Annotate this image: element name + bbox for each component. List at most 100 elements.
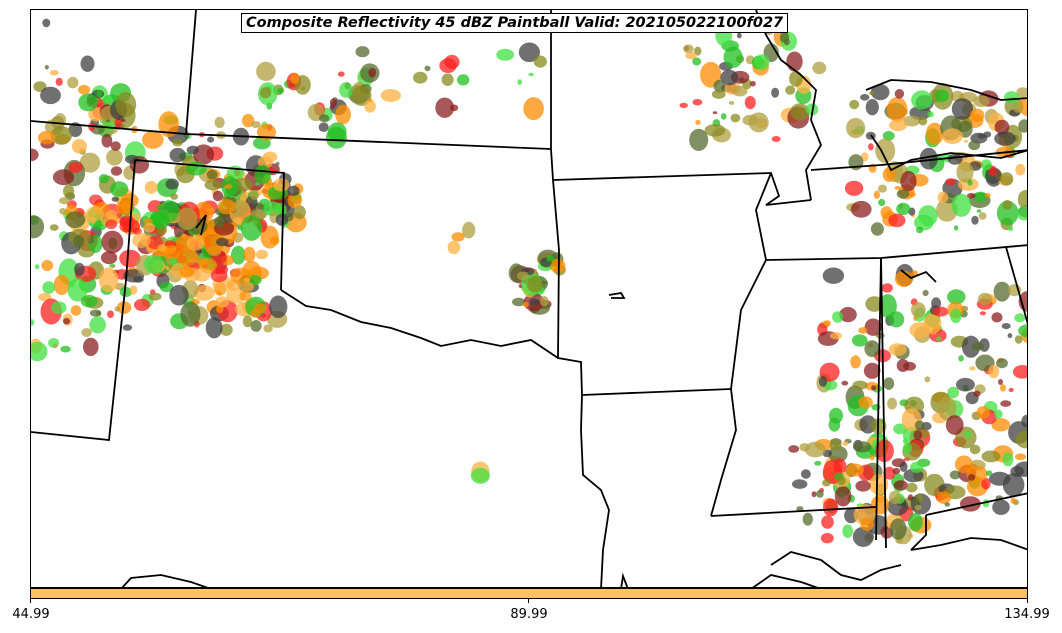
reflectivity-echo (42, 281, 56, 294)
reflectivity-echo (172, 139, 183, 147)
reflectivity-echo (910, 302, 926, 318)
reflectivity-echo (1021, 414, 1027, 428)
reflectivity-echo (204, 179, 222, 191)
reflectivity-echo (103, 95, 113, 103)
reflectivity-echo (296, 221, 302, 226)
reflectivity-echo (83, 337, 99, 357)
reflectivity-echo (293, 205, 306, 220)
reflectivity-echo (185, 161, 207, 176)
reflectivity-echo (96, 90, 103, 98)
reflectivity-echo (1002, 473, 1025, 497)
reflectivity-echo (692, 99, 703, 106)
reflectivity-echo (249, 189, 259, 200)
reflectivity-echo (932, 306, 949, 317)
reflectivity-echo (951, 98, 974, 120)
reflectivity-echo (883, 466, 896, 480)
reflectivity-echo (496, 48, 515, 61)
reflectivity-echo (470, 467, 490, 484)
reflectivity-echo (878, 294, 897, 318)
reflectivity-echo (981, 450, 1001, 463)
reflectivity-echo (945, 178, 956, 186)
reflectivity-echo (935, 89, 949, 103)
reflectivity-echo (846, 117, 866, 139)
reflectivity-echo (937, 191, 949, 204)
reflectivity-echo (880, 206, 893, 219)
reflectivity-echo (42, 18, 51, 28)
reflectivity-echo (936, 491, 952, 505)
reflectivity-echo (996, 200, 1019, 226)
reflectivity-echo (263, 324, 273, 333)
reflectivity-echo (50, 301, 67, 314)
reflectivity-echo (107, 310, 114, 319)
reflectivity-echo (978, 212, 987, 220)
colorbar (30, 588, 1028, 599)
reflectivity-echo (961, 335, 981, 358)
reflectivity-echo (158, 111, 179, 138)
reflectivity-echo (517, 79, 522, 85)
reflectivity-echo (814, 460, 822, 466)
reflectivity-echo (839, 307, 857, 323)
reflectivity-echo (991, 418, 1010, 432)
reflectivity-echo (969, 366, 976, 371)
reflectivity-echo (723, 46, 743, 68)
reflectivity-echo (215, 296, 230, 308)
reflectivity-echo (845, 463, 864, 477)
reflectivity-echo (297, 225, 302, 232)
reflectivity-echo (119, 286, 133, 298)
boundary-line (770, 551, 902, 581)
reflectivity-echo (339, 82, 353, 98)
colorbar-tick (1027, 599, 1028, 603)
reflectivity-echo (89, 316, 106, 334)
reflectivity-echo (120, 118, 126, 123)
reflectivity-echo (241, 281, 254, 292)
reflectivity-echo (52, 343, 58, 349)
reflectivity-echo (337, 71, 345, 77)
reflectivity-echo (980, 159, 992, 171)
reflectivity-echo (1002, 200, 1013, 210)
reflectivity-echo (851, 334, 868, 347)
reflectivity-echo (771, 87, 780, 98)
reflectivity-echo (186, 235, 205, 251)
reflectivity-echo (1004, 91, 1020, 105)
reflectivity-echo (908, 512, 923, 532)
reflectivity-echo (828, 417, 841, 432)
reflectivity-echo (262, 151, 278, 163)
reflectivity-echo (380, 89, 401, 102)
reflectivity-echo (275, 161, 280, 166)
reflectivity-echo (256, 61, 276, 81)
reflectivity-echo (528, 72, 534, 77)
reflectivity-echo (984, 192, 991, 198)
reflectivity-echo (956, 161, 974, 183)
reflectivity-echo (142, 130, 164, 149)
boundary-line (1005, 246, 1027, 325)
reflectivity-echo (968, 474, 976, 481)
reflectivity-echo (685, 51, 697, 60)
reflectivity-echo (447, 240, 461, 255)
reflectivity-echo (67, 76, 79, 89)
reflectivity-echo (53, 274, 70, 295)
reflectivity-echo (869, 91, 875, 96)
reflectivity-echo (947, 153, 963, 165)
reflectivity-echo (958, 355, 964, 362)
reflectivity-echo (916, 226, 924, 234)
reflectivity-echo (914, 214, 934, 231)
reflectivity-echo (903, 115, 921, 127)
reflectivity-echo (829, 440, 842, 451)
reflectivity-echo (441, 73, 454, 86)
reflectivity-echo (868, 143, 874, 151)
reflectivity-echo (1014, 313, 1026, 323)
reflectivity-echo (1013, 102, 1023, 113)
reflectivity-echo (991, 312, 1003, 323)
reflectivity-echo (335, 104, 351, 125)
reflectivity-echo (911, 90, 933, 110)
reflectivity-echo (894, 186, 901, 190)
reflectivity-echo (887, 96, 908, 122)
reflectivity-echo (105, 219, 118, 230)
reflectivity-echo (818, 376, 828, 387)
reflectivity-echo (909, 322, 931, 339)
reflectivity-echo (864, 340, 880, 358)
reflectivity-echo (679, 102, 688, 108)
reflectivity-echo (176, 248, 199, 266)
reflectivity-echo (193, 268, 211, 282)
reflectivity-echo (59, 207, 67, 215)
